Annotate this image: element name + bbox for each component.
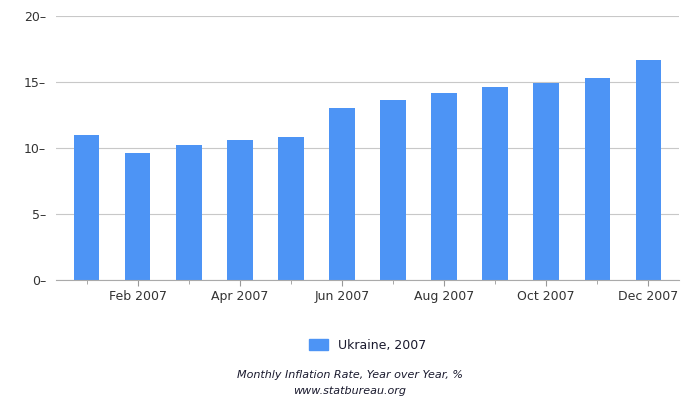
Bar [482, 87, 508, 280]
Legend: Ukraine, 2007: Ukraine, 2007 [304, 334, 431, 357]
Text: www.statbureau.org: www.statbureau.org [293, 386, 407, 396]
Bar [533, 83, 559, 280]
Bar [636, 60, 661, 280]
Bar [380, 100, 406, 280]
Text: Monthly Inflation Rate, Year over Year, %: Monthly Inflation Rate, Year over Year, … [237, 370, 463, 380]
Bar [176, 145, 202, 280]
Bar [584, 78, 610, 280]
Bar [329, 108, 355, 280]
Bar [125, 153, 150, 280]
Bar [74, 135, 99, 280]
Bar [431, 92, 457, 280]
Bar [278, 138, 304, 280]
Bar [227, 140, 253, 280]
